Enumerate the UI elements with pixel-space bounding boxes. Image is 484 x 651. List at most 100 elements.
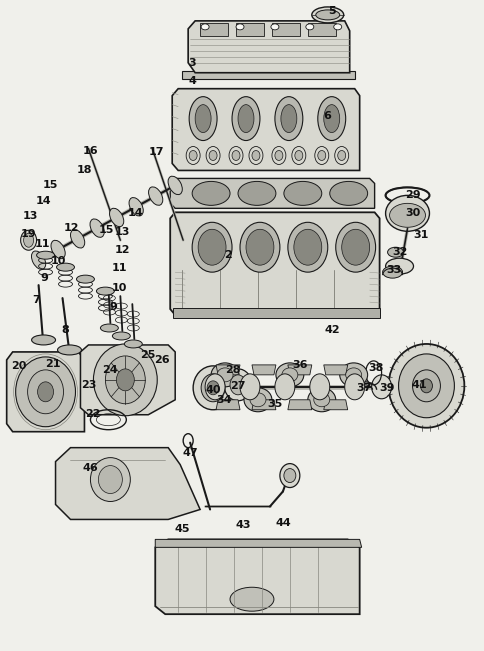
- Polygon shape: [7, 352, 84, 432]
- Ellipse shape: [229, 375, 245, 395]
- Ellipse shape: [311, 7, 343, 23]
- Ellipse shape: [412, 370, 439, 402]
- Ellipse shape: [93, 344, 157, 416]
- Ellipse shape: [207, 381, 219, 395]
- Ellipse shape: [189, 96, 217, 141]
- Ellipse shape: [129, 197, 143, 216]
- Ellipse shape: [305, 24, 313, 30]
- Ellipse shape: [283, 469, 295, 482]
- Text: 44: 44: [274, 518, 290, 529]
- Text: 2: 2: [224, 250, 231, 260]
- Ellipse shape: [238, 105, 254, 133]
- Ellipse shape: [238, 182, 275, 205]
- Ellipse shape: [280, 105, 296, 133]
- Polygon shape: [173, 308, 379, 318]
- Ellipse shape: [317, 150, 325, 161]
- Ellipse shape: [385, 258, 413, 274]
- Ellipse shape: [209, 150, 217, 161]
- Ellipse shape: [274, 150, 282, 161]
- Ellipse shape: [345, 368, 361, 382]
- Ellipse shape: [387, 247, 403, 257]
- Ellipse shape: [309, 374, 329, 400]
- Ellipse shape: [31, 251, 45, 270]
- Text: 26: 26: [154, 355, 170, 365]
- Text: 11: 11: [111, 263, 127, 273]
- Text: 45: 45: [174, 525, 190, 534]
- Text: 22: 22: [85, 409, 100, 419]
- Ellipse shape: [229, 587, 273, 611]
- Polygon shape: [287, 365, 311, 375]
- Ellipse shape: [189, 150, 197, 161]
- Text: 25: 25: [140, 350, 156, 360]
- Ellipse shape: [21, 230, 36, 250]
- Ellipse shape: [57, 263, 75, 271]
- Polygon shape: [323, 365, 347, 375]
- Ellipse shape: [420, 379, 432, 393]
- Ellipse shape: [249, 393, 265, 407]
- Text: 20: 20: [11, 361, 26, 371]
- Ellipse shape: [192, 222, 231, 272]
- Ellipse shape: [31, 335, 56, 345]
- Ellipse shape: [293, 229, 321, 265]
- Ellipse shape: [205, 374, 225, 400]
- Ellipse shape: [15, 357, 76, 426]
- Polygon shape: [200, 23, 227, 36]
- Ellipse shape: [389, 203, 424, 227]
- Text: 35: 35: [267, 399, 282, 409]
- Ellipse shape: [339, 363, 367, 387]
- Ellipse shape: [371, 375, 391, 399]
- Text: 4: 4: [188, 76, 196, 86]
- Text: 7: 7: [32, 295, 40, 305]
- Ellipse shape: [112, 332, 130, 340]
- Text: 9: 9: [41, 273, 48, 283]
- Text: 43: 43: [235, 520, 250, 531]
- Ellipse shape: [272, 146, 285, 165]
- Text: 13: 13: [114, 227, 130, 237]
- Ellipse shape: [224, 369, 252, 401]
- Text: 37: 37: [355, 383, 371, 393]
- Polygon shape: [323, 400, 347, 409]
- Text: 16: 16: [82, 146, 98, 156]
- Text: 3: 3: [188, 58, 196, 68]
- Polygon shape: [172, 89, 359, 171]
- Text: 36: 36: [291, 360, 307, 370]
- Text: 46: 46: [82, 463, 98, 473]
- Ellipse shape: [240, 374, 259, 400]
- Text: 42: 42: [324, 325, 340, 335]
- Ellipse shape: [100, 324, 118, 332]
- Text: 13: 13: [23, 212, 38, 221]
- Text: 9: 9: [109, 302, 117, 312]
- Text: 18: 18: [76, 165, 92, 176]
- Text: 6: 6: [322, 111, 330, 120]
- Ellipse shape: [271, 24, 278, 30]
- Ellipse shape: [231, 150, 240, 161]
- Ellipse shape: [382, 266, 402, 278]
- Ellipse shape: [240, 222, 279, 272]
- Ellipse shape: [28, 370, 63, 414]
- Ellipse shape: [341, 229, 369, 265]
- Text: 14: 14: [36, 197, 51, 206]
- Ellipse shape: [201, 374, 225, 402]
- Ellipse shape: [335, 222, 375, 272]
- Ellipse shape: [236, 24, 243, 30]
- Ellipse shape: [314, 146, 328, 165]
- Ellipse shape: [315, 10, 339, 20]
- Polygon shape: [182, 71, 354, 79]
- Ellipse shape: [323, 105, 339, 133]
- Ellipse shape: [98, 465, 122, 493]
- Ellipse shape: [193, 366, 232, 409]
- Polygon shape: [252, 400, 275, 409]
- Polygon shape: [236, 23, 263, 36]
- Text: 11: 11: [35, 239, 50, 249]
- Polygon shape: [155, 540, 359, 614]
- Ellipse shape: [38, 382, 53, 402]
- Ellipse shape: [217, 368, 232, 382]
- Ellipse shape: [96, 287, 114, 295]
- Ellipse shape: [243, 388, 272, 411]
- Ellipse shape: [388, 344, 463, 428]
- Text: 32: 32: [391, 247, 407, 257]
- Ellipse shape: [291, 146, 305, 165]
- Ellipse shape: [398, 354, 454, 418]
- Polygon shape: [155, 540, 361, 547]
- Ellipse shape: [333, 24, 341, 30]
